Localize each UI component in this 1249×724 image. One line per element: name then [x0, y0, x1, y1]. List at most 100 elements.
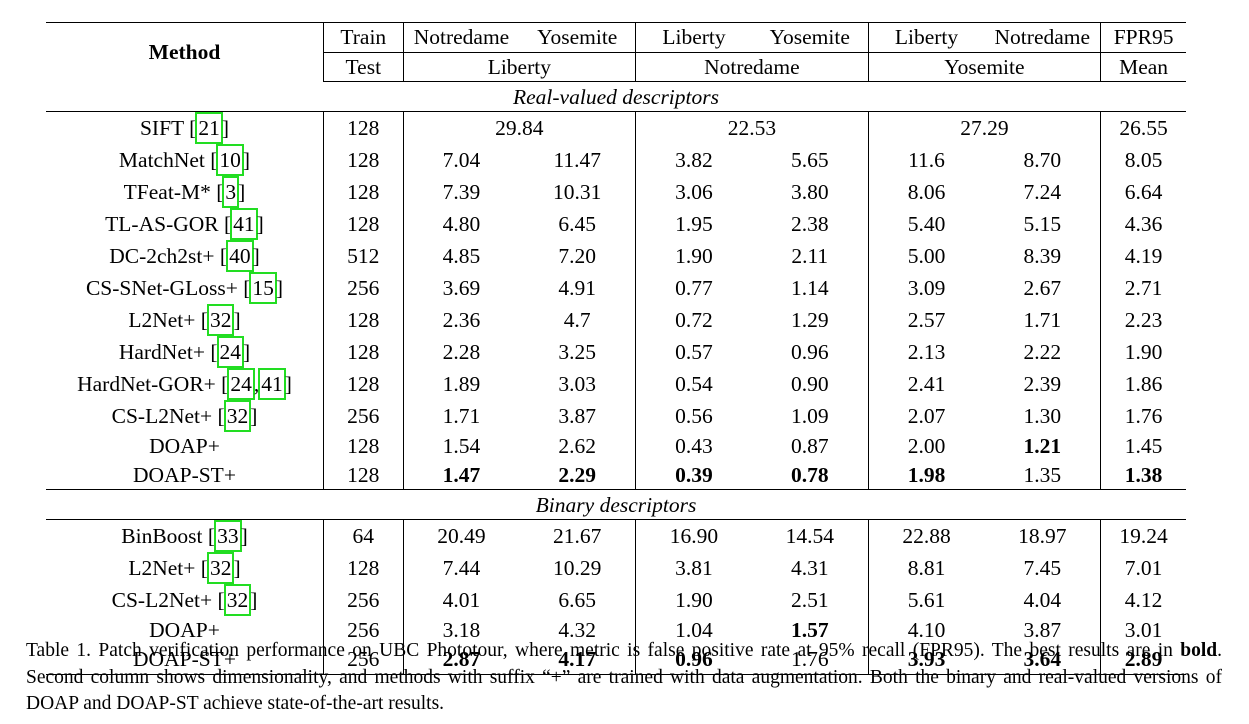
header-method: Method — [46, 21, 324, 82]
value-cell: 3.82 — [635, 144, 752, 177]
value-cell: 1.57 — [790, 618, 829, 643]
value-cell: 29.84 — [402, 111, 636, 145]
value-cell: 4.80 — [402, 208, 520, 241]
value-cell: 2.51 — [790, 588, 829, 613]
mean-cell: 6.64 — [1100, 176, 1186, 209]
dimension-cell: 128 — [323, 144, 404, 177]
citation-link[interactable]: 15 — [249, 272, 277, 305]
value-cell: 3.81 — [635, 552, 752, 585]
header-train-set: Notredame — [402, 22, 520, 53]
value-cell: 21.67 — [553, 524, 602, 549]
header-test-set: Liberty — [402, 51, 636, 83]
value-cell: 0.39 — [635, 460, 752, 491]
value-cell: 4.91 — [558, 276, 597, 301]
method-name: DC-2ch2st+ — [109, 244, 215, 269]
value-cell: 8.70 — [1023, 148, 1062, 173]
dimension-cell: 128 — [323, 336, 404, 369]
method-name: DOAP-ST+ — [133, 647, 236, 672]
dimension-cell: 128 — [323, 111, 404, 145]
mean-cell: 19.24 — [1100, 519, 1186, 553]
value-cell: 1.09 — [790, 404, 829, 429]
value-cell: 2.00 — [867, 432, 985, 461]
dimension-cell: 128 — [323, 368, 404, 401]
citation-link[interactable]: 24 — [216, 336, 245, 369]
value-cell: 2.41 — [867, 368, 985, 401]
value-cell: 1.76 — [751, 644, 869, 675]
value-cell: 3.06 — [635, 176, 752, 209]
method-cell: DOAP-ST+ — [46, 644, 324, 675]
value-cell: 2.39 — [1023, 372, 1062, 397]
citation-link[interactable]: 10 — [216, 144, 244, 177]
value-cell: 2.29 — [519, 460, 636, 491]
citation-link[interactable]: 40 — [226, 240, 254, 273]
value-cell: 22.53 — [635, 111, 869, 145]
table-caption: Table 1. Patch verification performance … — [26, 638, 1222, 718]
citation-link[interactable]: 32 — [223, 584, 252, 617]
value-cell: 1.30 — [1023, 404, 1062, 429]
table-row: L2Net+ [32] 128 7.44 10.29 3.81 4.31 8.81 7.45 7… — [46, 552, 1186, 585]
mean-cell: 3.01 — [1100, 616, 1186, 645]
value-cell: 2.22 — [1023, 340, 1062, 365]
method-cell: SIFT [21] — [46, 112, 324, 145]
value-cell: 0.90 — [790, 372, 829, 397]
method-cell: DOAP-ST+ — [46, 460, 324, 491]
method-name: L2Net+ — [128, 556, 196, 581]
value-cell: 5.61 — [867, 584, 985, 617]
table-row: DOAP-ST+ 256 2.87 4.17 0.96 1.76 3.93 3.64 2.89 — [46, 644, 1186, 675]
table-row: CS-L2Net+ [32] 256 4.01 6.65 1.90 2.51 5.61 4.0… — [46, 584, 1186, 617]
citation-link[interactable]: 24 — [227, 368, 255, 401]
value-cell: 7.24 — [1023, 180, 1062, 205]
value-cell: 0.43 — [635, 432, 752, 461]
header-train-set: Notredame — [984, 22, 1101, 53]
table-row: TFeat-M* [3] 128 7.39 10.31 3.06 3.80 8.06 7.24… — [46, 176, 1186, 209]
method-cell: TFeat-M* [3] — [46, 176, 324, 209]
value-cell: 0.56 — [635, 400, 752, 433]
dimension-cell: 128 — [323, 460, 404, 491]
table-row: BinBoost [33] 64 20.49 21.67 16.90 14.54 22.88… — [46, 519, 1186, 553]
dimension-cell: 256 — [323, 616, 404, 645]
citation-link[interactable]: 32 — [206, 304, 235, 337]
citation-link[interactable]: 41 — [230, 208, 258, 241]
value-cell: 1.71 — [402, 400, 520, 433]
value-cell: 27.29 — [867, 111, 1101, 145]
value-cell: 2.62 — [558, 434, 597, 459]
citation-link[interactable]: 3 — [222, 176, 240, 209]
value-cell: 2.13 — [867, 336, 985, 369]
citation-link[interactable]: 33 — [214, 520, 242, 553]
value-cell: 2.07 — [867, 400, 985, 433]
citation-link[interactable]: 32 — [206, 552, 235, 585]
value-cell: 0.96 — [635, 644, 752, 675]
value-cell: 0.54 — [635, 368, 752, 401]
value-cell: 1.21 — [1023, 434, 1062, 459]
method-name: CS-SNet-GLoss+ — [85, 276, 238, 301]
table-row: DC-2ch2st+ [40] 512 4.85 7.20 1.90 2.11 5.00 8.… — [46, 240, 1186, 273]
value-cell: 5.65 — [790, 148, 829, 173]
table-row: DOAP+ 128 1.54 2.62 0.43 0.87 2.00 1.21 1.45 — [46, 432, 1186, 461]
citation-link[interactable]: 32 — [223, 400, 252, 433]
value-cell: 1.98 — [867, 460, 985, 491]
value-cell: 8.39 — [1023, 244, 1062, 269]
value-cell: 4.85 — [402, 240, 520, 273]
header-test-set: Yosemite — [867, 51, 1101, 83]
method-cell: HardNet-GOR+ [24,41] — [46, 368, 324, 401]
value-cell: 3.93 — [867, 644, 985, 675]
value-cell: 3.69 — [402, 272, 520, 305]
mean-cell: 26.55 — [1100, 111, 1186, 145]
value-cell: 10.29 — [553, 556, 602, 581]
value-cell: 2.67 — [1023, 276, 1062, 301]
value-cell: 1.54 — [402, 432, 520, 461]
value-cell: 1.14 — [790, 276, 829, 301]
value-cell: 0.96 — [790, 340, 829, 365]
value-cell: 5.00 — [867, 240, 985, 273]
value-cell: 7.20 — [558, 244, 597, 269]
value-cell: 16.90 — [635, 519, 752, 553]
value-cell: 2.28 — [402, 336, 520, 369]
citation-link[interactable]: 21 — [195, 112, 223, 145]
value-cell: 4.7 — [563, 308, 591, 333]
section-row-binary: Binary descriptors — [46, 489, 1186, 521]
results-table-body: Method Train Notredame Yosemite Liberty … — [46, 21, 1186, 675]
table-row: TL-AS-GOR [41] 128 4.80 6.45 1.95 2.38 5.40 5.1… — [46, 208, 1186, 241]
table-row: MatchNet [10] 128 7.04 11.47 3.82 5.65 11.6 8.7… — [46, 144, 1186, 177]
method-cell: CS-L2Net+ [32] — [46, 400, 324, 433]
citation-link[interactable]: 41 — [258, 368, 286, 401]
